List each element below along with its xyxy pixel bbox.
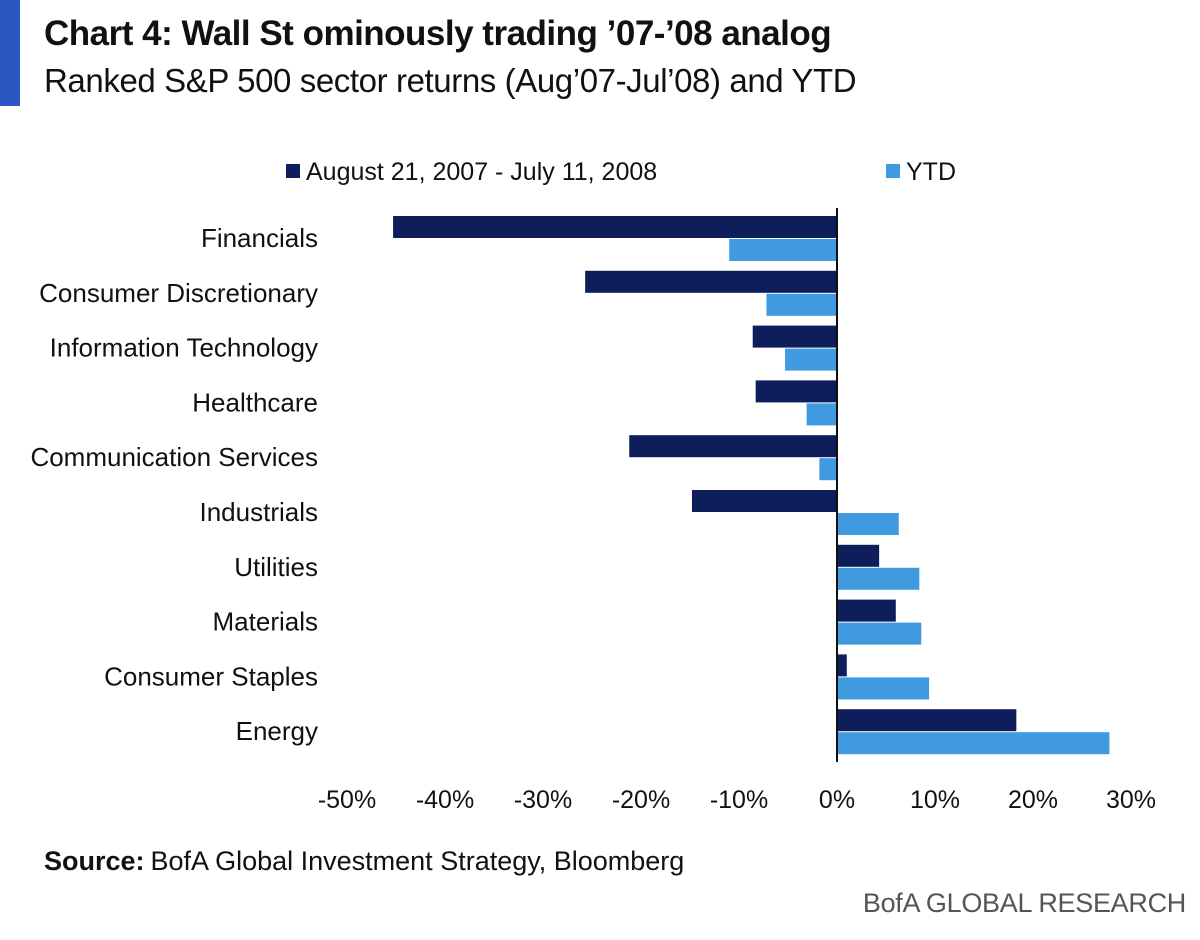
category-label: Industrials xyxy=(200,497,319,527)
bar-period-energy xyxy=(837,709,1017,732)
x-tick-label: -30% xyxy=(514,786,572,814)
bar-ytd-consumer-discretionary xyxy=(766,293,837,316)
bar-ytd-materials xyxy=(837,622,922,645)
bar-ytd-utilities xyxy=(837,567,920,590)
legend-swatch-ytd xyxy=(886,164,900,179)
x-tick-label: 20% xyxy=(1008,786,1058,814)
bar-period-communication-services xyxy=(629,435,837,458)
bar-ytd-communication-services xyxy=(819,458,837,481)
x-tick-label: 10% xyxy=(910,786,960,814)
bar-ytd-energy xyxy=(837,732,1110,755)
category-label: Financials xyxy=(201,223,318,253)
bar-ytd-healthcare xyxy=(806,403,837,426)
x-tick-label: -40% xyxy=(416,786,474,814)
bar-ytd-consumer-staples xyxy=(837,677,930,700)
chart-title: Chart 4: Wall St ominously trading ’07-’… xyxy=(44,14,832,53)
category-label: Utilities xyxy=(234,552,318,582)
bar-period-industrials xyxy=(691,490,837,512)
accent-bar xyxy=(0,0,20,106)
legend-label-ytd: YTD xyxy=(906,158,956,186)
bar-ytd-financials xyxy=(729,239,837,261)
legend-item-ytd: YTD xyxy=(886,158,956,187)
x-tick-label: 0% xyxy=(819,786,855,814)
bar-ytd-industrials xyxy=(837,513,899,535)
source-note: Source: BofA Global Investment Strategy, … xyxy=(44,846,684,877)
category-label: Communication Services xyxy=(30,442,318,472)
bar-period-consumer-discretionary xyxy=(585,270,837,293)
bar-period-materials xyxy=(837,599,896,622)
source-text: BofA Global Investment Strategy, Bloombe… xyxy=(150,846,685,876)
category-label: Information Technology xyxy=(50,333,318,363)
category-label: Materials xyxy=(213,607,318,637)
bar-period-consumer-staples xyxy=(837,654,847,677)
x-tick-label: 30% xyxy=(1106,786,1156,814)
brand-footer: BofA GLOBAL RESEARCH xyxy=(862,888,1186,918)
bar-ytd-information-technology xyxy=(785,348,837,371)
source-label: Source: xyxy=(44,846,145,876)
bar-period-healthcare xyxy=(755,380,837,403)
legend-swatch-period xyxy=(286,164,300,179)
x-tick-label: -20% xyxy=(612,786,670,814)
category-label: Consumer Staples xyxy=(104,661,318,691)
x-tick-label: -10% xyxy=(710,786,768,814)
category-label: Energy xyxy=(236,716,318,746)
category-label: Consumer Discretionary xyxy=(39,278,318,308)
category-label: Healthcare xyxy=(192,387,318,417)
legend-label-period: August 21, 2007 - July 11, 2008 xyxy=(306,158,658,186)
chart-subtitle: Ranked S&P 500 sector returns (Aug’07-Ju… xyxy=(44,62,857,99)
bar-period-information-technology xyxy=(752,325,837,348)
x-tick-label: -50% xyxy=(318,786,376,814)
bar-chart: Financials Consumer Discretionary Informat… xyxy=(30,208,1156,814)
bar-period-utilities xyxy=(837,544,880,567)
legend-item-period: August 21, 2007 - July 11, 2008 xyxy=(286,158,657,187)
bar-period-financials xyxy=(393,216,837,238)
